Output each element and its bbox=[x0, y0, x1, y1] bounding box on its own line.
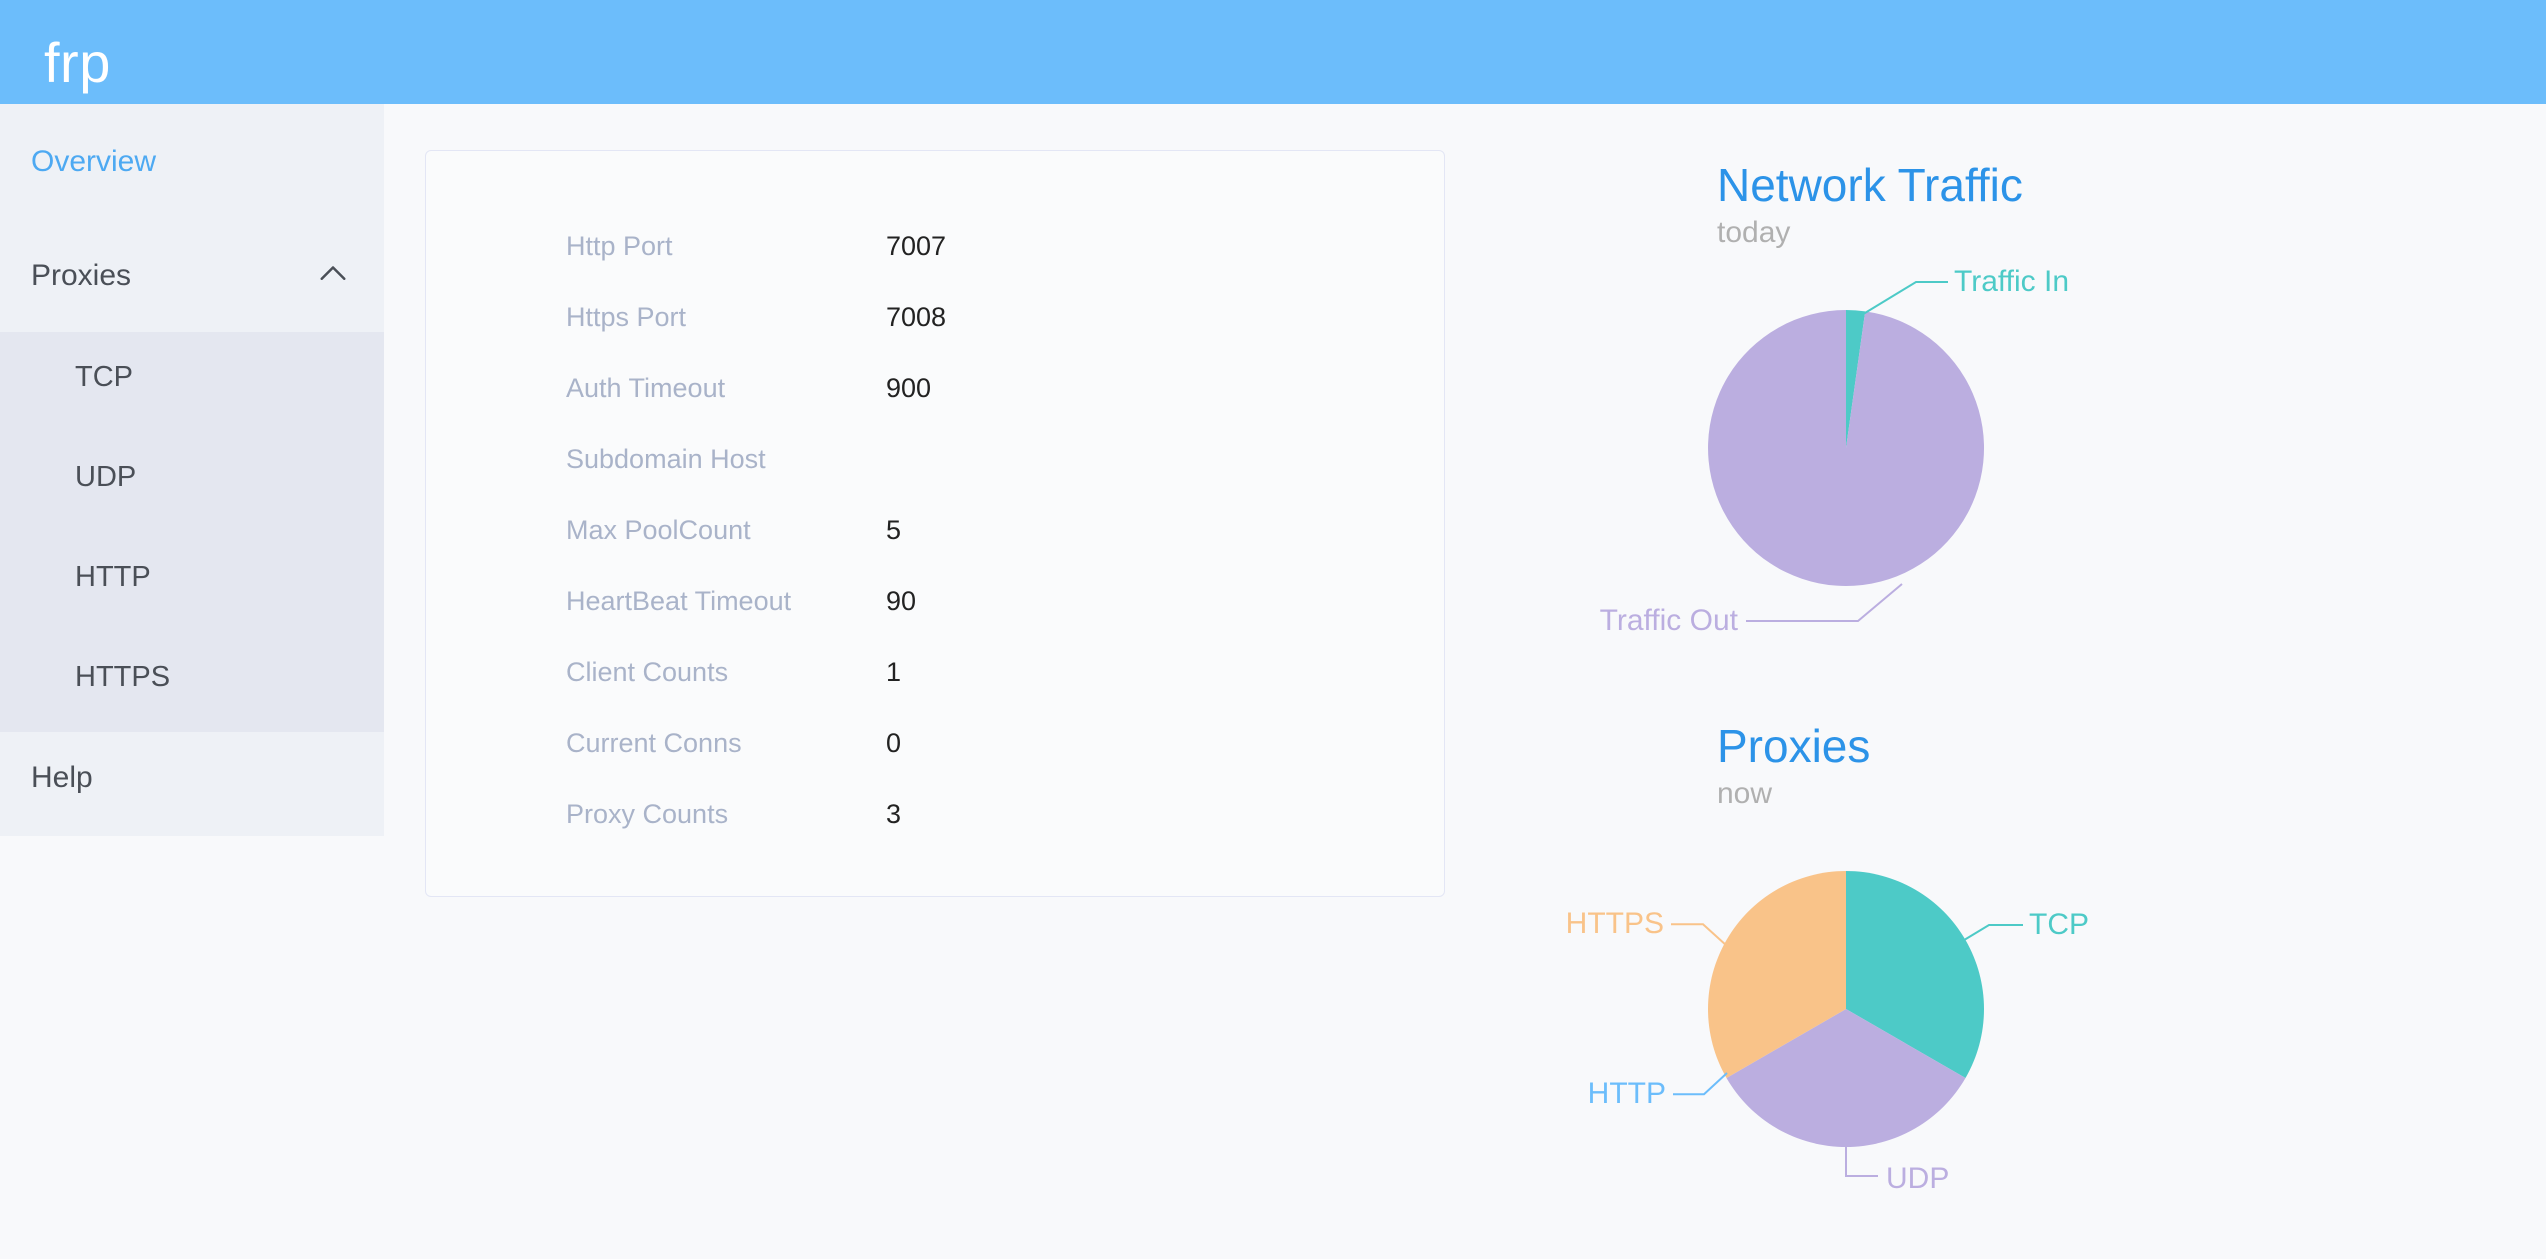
svg-text:Traffic Out: Traffic Out bbox=[1600, 604, 1739, 637]
svg-text:HTTP: HTTP bbox=[1588, 1077, 1666, 1110]
svg-text:TCP: TCP bbox=[2029, 908, 2089, 941]
svg-text:UDP: UDP bbox=[1886, 1162, 1949, 1195]
svg-text:Traffic In: Traffic In bbox=[1954, 265, 2069, 298]
svg-text:HTTPS: HTTPS bbox=[1566, 907, 1664, 940]
